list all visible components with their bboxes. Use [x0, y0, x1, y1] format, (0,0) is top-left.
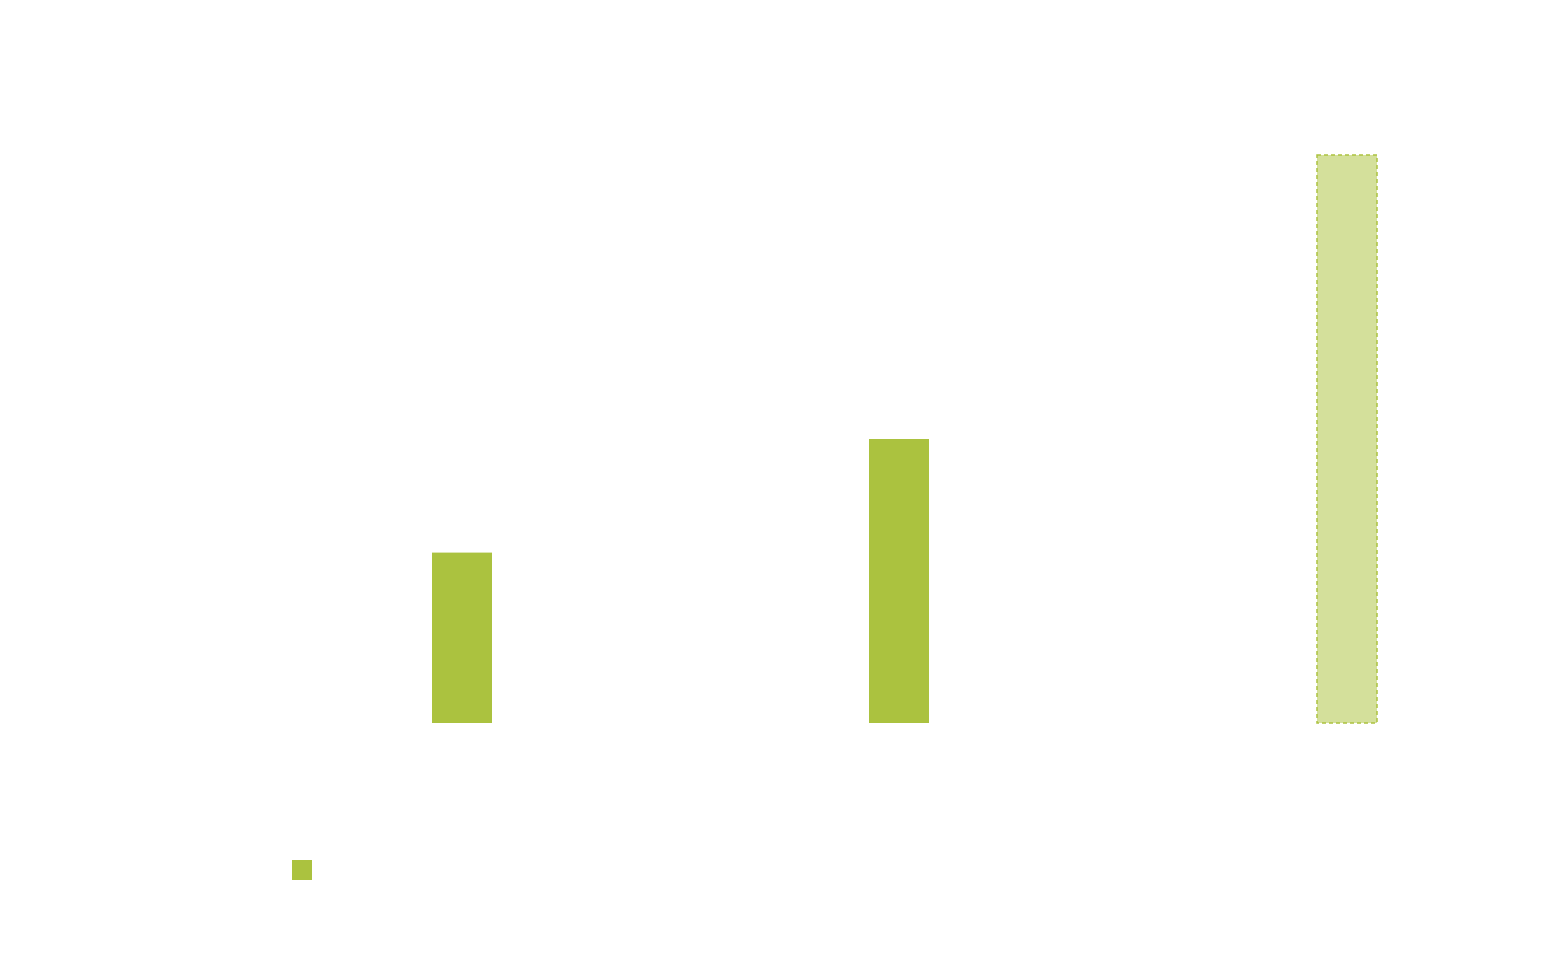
bar-2 — [869, 439, 929, 723]
legend — [292, 860, 320, 880]
bar-1 — [432, 552, 492, 723]
bar-group — [432, 154, 1378, 724]
legend-swatch — [292, 860, 312, 880]
bar-3 — [1316, 154, 1378, 724]
